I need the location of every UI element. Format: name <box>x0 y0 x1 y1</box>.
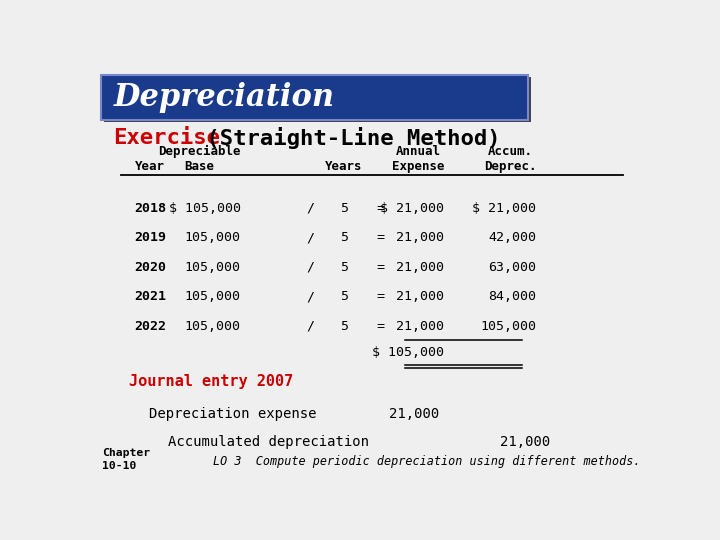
Text: Exercise: Exercise <box>114 127 220 147</box>
Text: 2021: 2021 <box>135 291 166 303</box>
Text: =: = <box>376 261 384 274</box>
Text: 84,000: 84,000 <box>488 291 536 303</box>
Text: /: / <box>307 261 315 274</box>
Text: 21,000: 21,000 <box>396 291 444 303</box>
Text: $ 21,000: $ 21,000 <box>380 202 444 215</box>
Text: 105,000: 105,000 <box>184 261 240 274</box>
Text: /: / <box>307 291 315 303</box>
FancyBboxPatch shape <box>101 75 528 120</box>
Text: $ 105,000: $ 105,000 <box>372 346 444 359</box>
Text: (Straight-Line Method): (Straight-Line Method) <box>193 126 501 149</box>
Text: 5: 5 <box>340 261 348 274</box>
Text: 21,000: 21,000 <box>500 435 550 449</box>
Text: 5: 5 <box>340 320 348 333</box>
Text: 105,000: 105,000 <box>184 231 240 244</box>
Text: 105,000: 105,000 <box>184 320 240 333</box>
Text: 5: 5 <box>340 231 348 244</box>
Text: 2018: 2018 <box>135 202 166 215</box>
Text: 21,000: 21,000 <box>396 261 444 274</box>
Text: =: = <box>376 231 384 244</box>
Text: 5: 5 <box>340 291 348 303</box>
Text: 105,000: 105,000 <box>184 291 240 303</box>
Text: Year: Year <box>135 160 165 173</box>
Text: Chapter
10-10: Chapter 10-10 <box>102 448 150 471</box>
Text: 2022: 2022 <box>135 320 166 333</box>
Text: Accumulated depreciation: Accumulated depreciation <box>168 435 369 449</box>
Text: /: / <box>307 320 315 333</box>
Text: LO 3  Compute periodic depreciation using different methods.: LO 3 Compute periodic depreciation using… <box>213 455 640 468</box>
Text: 2019: 2019 <box>135 231 166 244</box>
Text: Years: Years <box>325 160 363 173</box>
Text: $ 105,000: $ 105,000 <box>168 202 240 215</box>
Text: 63,000: 63,000 <box>488 261 536 274</box>
Text: 42,000: 42,000 <box>488 231 536 244</box>
Text: =: = <box>376 320 384 333</box>
Text: 21,000: 21,000 <box>396 320 444 333</box>
Text: =: = <box>376 291 384 303</box>
FancyBboxPatch shape <box>104 77 531 122</box>
Text: /: / <box>307 202 315 215</box>
Text: =: = <box>376 202 384 215</box>
Text: $ 21,000: $ 21,000 <box>472 202 536 215</box>
Text: Accum.
Deprec.: Accum. Deprec. <box>484 145 536 173</box>
Text: Annual
Expense: Annual Expense <box>392 145 444 173</box>
Text: 21,000: 21,000 <box>396 231 444 244</box>
Text: 2020: 2020 <box>135 261 166 274</box>
Text: Depreciation expense: Depreciation expense <box>148 407 316 421</box>
Text: Journal entry 2007: Journal entry 2007 <box>129 374 293 389</box>
Text: 21,000: 21,000 <box>389 407 438 421</box>
Text: 5: 5 <box>340 202 348 215</box>
Text: Depreciation: Depreciation <box>114 82 334 113</box>
Text: 105,000: 105,000 <box>480 320 536 333</box>
Text: /: / <box>307 231 315 244</box>
Text: Depreciable
Base: Depreciable Base <box>158 145 240 173</box>
